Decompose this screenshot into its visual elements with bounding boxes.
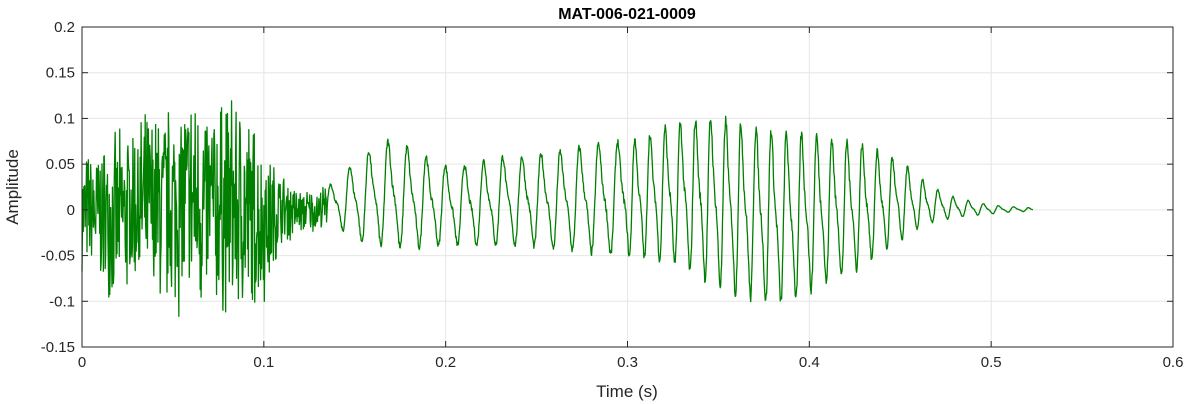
y-tick-label: 0.15 bbox=[46, 65, 75, 82]
y-tick-label: -0.05 bbox=[41, 248, 75, 265]
x-tick-labels: 0 0.1 0.2 0.3 0.4 0.5 0.6 bbox=[78, 354, 1184, 371]
y-tick-label: 0 bbox=[67, 202, 75, 219]
x-tick-label: 0.4 bbox=[799, 354, 820, 371]
x-tick-label: 0.5 bbox=[981, 354, 1002, 371]
x-tick-label: 0.3 bbox=[617, 354, 638, 371]
y-tick-labels: -0.15 -0.1 -0.05 0 0.05 0.1 0.15 0.2 bbox=[41, 19, 75, 356]
x-tick-label: 0.1 bbox=[253, 354, 274, 371]
y-tick-label: -0.1 bbox=[49, 293, 75, 310]
y-axis-label: Amplitude bbox=[3, 149, 22, 225]
y-tick-label: 0.1 bbox=[54, 110, 75, 127]
x-tick-label: 0.2 bbox=[435, 354, 456, 371]
y-tick-label: -0.15 bbox=[41, 339, 75, 356]
ticks bbox=[81, 26, 1174, 348]
x-tick-label: 0.6 bbox=[1163, 354, 1184, 371]
waveform-line bbox=[81, 100, 1034, 318]
y-tick-label: 0.05 bbox=[46, 156, 75, 173]
data-layer bbox=[81, 100, 1034, 318]
chart-title: MAT-006-021-0009 bbox=[558, 6, 696, 23]
y-tick-label: 0.2 bbox=[54, 19, 75, 36]
x-tick-label: 0 bbox=[78, 354, 86, 371]
x-axis-label: Time (s) bbox=[596, 382, 658, 401]
